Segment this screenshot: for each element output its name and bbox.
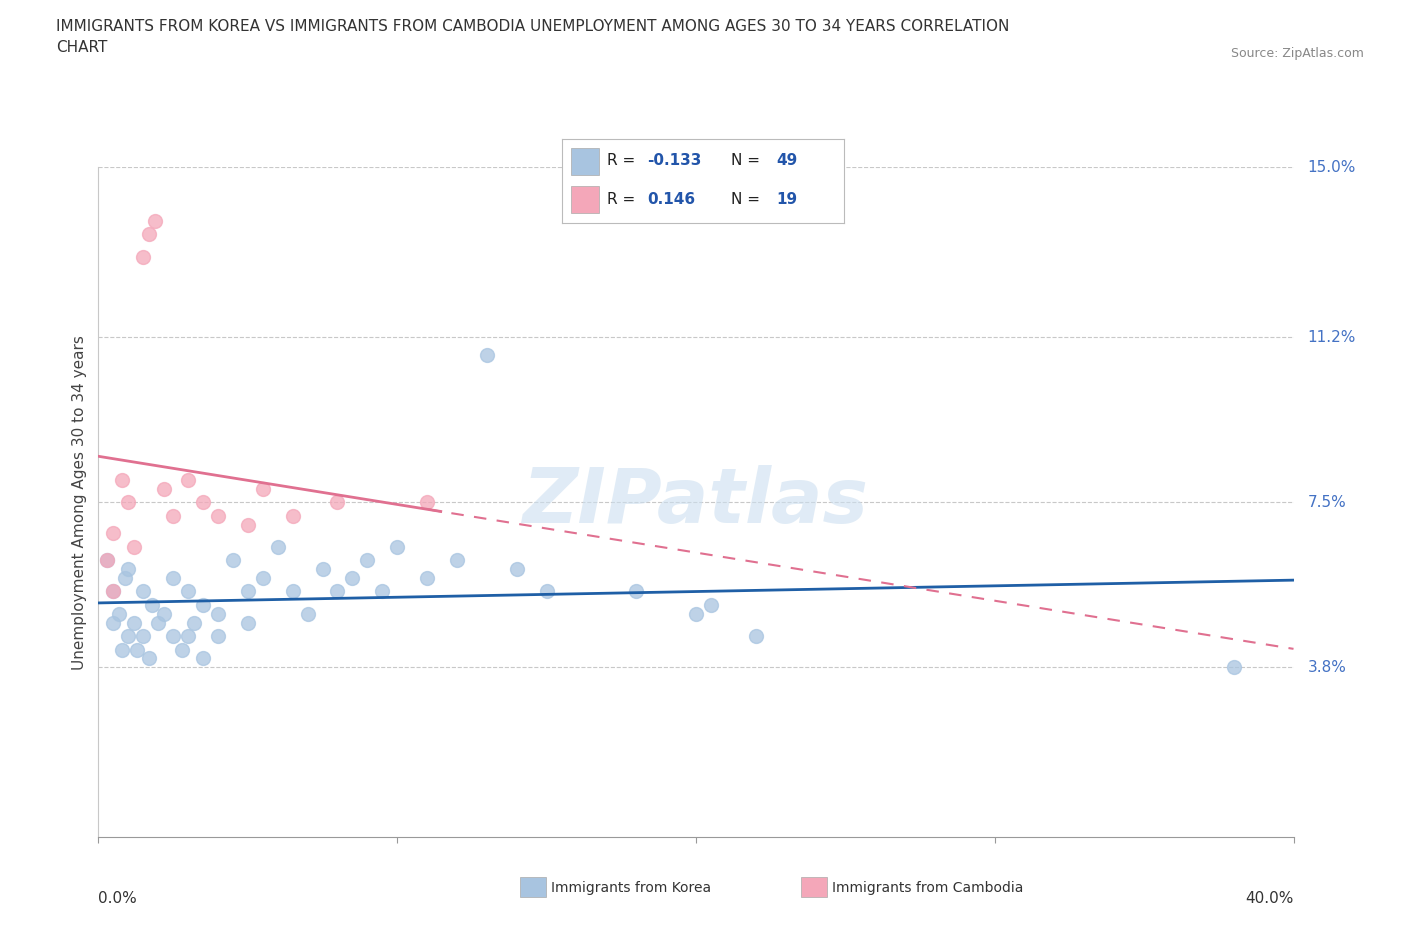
Point [536, 584, 558, 599]
Text: 7.5%: 7.5% [1308, 495, 1347, 510]
Point [252, 482, 274, 497]
Point [446, 552, 468, 567]
Point [172, 642, 194, 657]
Text: R =: R = [607, 153, 641, 168]
Point [252, 571, 274, 586]
Point [356, 552, 378, 567]
Point [132, 629, 155, 644]
Point [177, 629, 200, 644]
Text: R =: R = [607, 193, 641, 207]
Point [103, 526, 125, 541]
Point [506, 562, 529, 577]
Point [236, 584, 259, 599]
Text: 49: 49 [776, 153, 797, 168]
Point [207, 629, 229, 644]
Point [281, 508, 304, 523]
Point [177, 584, 200, 599]
Point [685, 606, 707, 621]
Point [111, 472, 134, 487]
Point [162, 508, 184, 523]
Bar [571, 186, 599, 213]
Point [103, 584, 125, 599]
Point [371, 584, 394, 599]
Text: N =: N = [731, 153, 765, 168]
Point [162, 571, 184, 586]
Point [207, 606, 229, 621]
Point [207, 508, 229, 523]
Point [236, 517, 259, 532]
Point [177, 472, 200, 487]
Point [222, 552, 245, 567]
Point [117, 562, 139, 577]
Point [96, 552, 118, 567]
Text: Immigrants from Cambodia: Immigrants from Cambodia [832, 881, 1024, 896]
Text: 11.2%: 11.2% [1308, 329, 1355, 344]
Point [117, 495, 139, 510]
Point [114, 571, 136, 586]
Point [385, 539, 409, 554]
Point [281, 584, 304, 599]
Point [108, 606, 131, 621]
Point [132, 249, 155, 264]
Point [103, 616, 125, 631]
Point [745, 629, 768, 644]
Point [1222, 660, 1246, 675]
Point [267, 539, 290, 554]
Point [191, 597, 214, 612]
Point [191, 495, 214, 510]
Point [103, 584, 125, 599]
Text: -0.133: -0.133 [647, 153, 702, 168]
Text: ZIPatlas: ZIPatlas [523, 465, 869, 539]
Point [127, 642, 149, 657]
Point [96, 552, 118, 567]
Point [138, 227, 160, 242]
Text: Source: ZipAtlas.com: Source: ZipAtlas.com [1230, 46, 1364, 60]
Text: Immigrants from Korea: Immigrants from Korea [551, 881, 711, 896]
Point [117, 629, 139, 644]
Point [153, 606, 176, 621]
Point [143, 214, 166, 229]
Point [132, 584, 155, 599]
Point [191, 651, 214, 666]
Y-axis label: Unemployment Among Ages 30 to 34 years: Unemployment Among Ages 30 to 34 years [72, 335, 87, 670]
Point [124, 539, 146, 554]
Point [311, 562, 333, 577]
Point [236, 616, 259, 631]
Point [138, 651, 160, 666]
Point [153, 482, 176, 497]
Point [700, 597, 723, 612]
Point [624, 584, 647, 599]
Text: 40.0%: 40.0% [1246, 891, 1294, 906]
Bar [571, 148, 599, 175]
Text: N =: N = [731, 193, 765, 207]
Point [111, 642, 134, 657]
Point [297, 606, 319, 621]
Point [124, 616, 146, 631]
Point [141, 597, 163, 612]
Text: 15.0%: 15.0% [1308, 160, 1355, 175]
Point [475, 348, 498, 363]
Text: 0.146: 0.146 [647, 193, 695, 207]
Text: 3.8%: 3.8% [1308, 660, 1347, 675]
Text: 19: 19 [776, 193, 797, 207]
Point [342, 571, 364, 586]
Point [416, 495, 439, 510]
Text: IMMIGRANTS FROM KOREA VS IMMIGRANTS FROM CAMBODIA UNEMPLOYMENT AMONG AGES 30 TO : IMMIGRANTS FROM KOREA VS IMMIGRANTS FROM… [56, 19, 1010, 55]
Point [162, 629, 184, 644]
Point [326, 584, 349, 599]
Text: 0.0%: 0.0% [98, 891, 138, 906]
Point [416, 571, 439, 586]
Point [148, 616, 170, 631]
Point [183, 616, 205, 631]
Point [326, 495, 349, 510]
